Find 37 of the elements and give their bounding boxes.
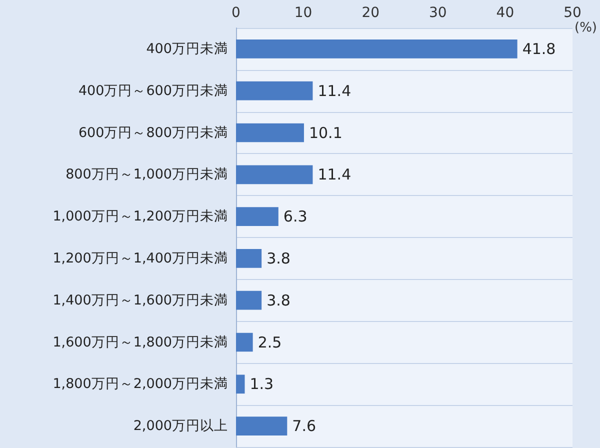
data-label: 7.6 bbox=[292, 417, 316, 436]
x-tick-label: 0 bbox=[232, 5, 240, 21]
bar bbox=[236, 123, 304, 142]
bar bbox=[236, 40, 518, 58]
bar bbox=[236, 249, 262, 268]
data-label: 2.5 bbox=[258, 333, 282, 352]
bar bbox=[236, 165, 313, 184]
data-label: 3.8 bbox=[266, 291, 290, 310]
y-tick-label: 1,400万円～1,600万円未満 bbox=[52, 292, 228, 308]
y-tick-label: 1,800万円～2,000万円未満 bbox=[52, 376, 228, 392]
y-tick-label: 600万円～800万円未満 bbox=[78, 124, 228, 141]
y-tick-label: 2,000万円以上 bbox=[133, 418, 228, 434]
data-label: 3.8 bbox=[266, 249, 290, 268]
x-tick-label: 20 bbox=[362, 5, 380, 21]
x-tick-label: 10 bbox=[294, 5, 312, 21]
y-tick-label: 400万円～600万円未満 bbox=[78, 82, 228, 99]
y-tick-label: 1,600万円～1,800万円未満 bbox=[52, 334, 228, 350]
data-label: 11.4 bbox=[318, 82, 352, 100]
bar bbox=[236, 332, 253, 352]
data-label: 11.4 bbox=[318, 166, 352, 184]
y-tick-label: 400万円未満 bbox=[146, 40, 228, 57]
y-tick-label: 800万円～1,000万円未満 bbox=[66, 166, 228, 183]
data-label: 1.3 bbox=[250, 375, 274, 394]
x-tick-label: 40 bbox=[496, 5, 514, 21]
bar bbox=[236, 207, 278, 226]
bar bbox=[236, 290, 262, 310]
data-label: 6.3 bbox=[283, 208, 308, 226]
bar bbox=[236, 374, 245, 394]
y-tick-label: 1,000万円～1,200万円未満 bbox=[52, 208, 228, 225]
y-tick-label: 1,200万円～1,400万円未満 bbox=[52, 250, 228, 266]
x-tick-label: 30 bbox=[428, 5, 447, 21]
bar bbox=[236, 81, 313, 100]
data-label: 10.1 bbox=[308, 124, 342, 142]
x-axis-title: (%) bbox=[574, 20, 598, 36]
data-label: 41.8 bbox=[522, 40, 556, 58]
x-tick-label: 50 bbox=[564, 5, 582, 21]
bar bbox=[236, 416, 288, 436]
